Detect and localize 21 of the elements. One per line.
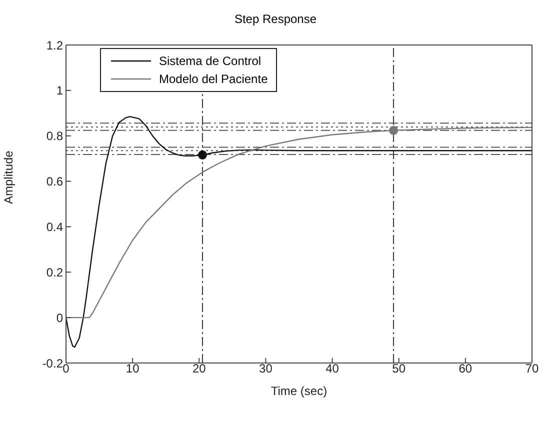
legend-label: Modelo del Paciente	[159, 72, 268, 86]
x-tick-label: 30	[259, 362, 273, 376]
line-series	[66, 116, 532, 348]
x-tick-label: 50	[392, 362, 406, 376]
y-tick-label: 1	[56, 84, 64, 98]
x-axis-title: Time (sec)	[270, 384, 328, 398]
y-tick-label: 0	[56, 310, 64, 325]
y-tick-label: 0.4	[46, 220, 64, 234]
y-axis-title: Amplitude	[1, 150, 16, 204]
y-tick-label: 0.8	[46, 129, 64, 144]
y-tick-label: 0.6	[46, 174, 64, 189]
x-tick-label: 70	[525, 362, 539, 376]
x-tick-label: 60	[458, 362, 472, 376]
legend-label: Sistema de Control	[159, 54, 262, 68]
y-tick-label: 1.2	[46, 38, 64, 52]
x-tick-label: 40	[326, 362, 340, 376]
y-tick-label: -0.2	[42, 356, 64, 370]
chart-title: Step Response	[233, 12, 318, 26]
y-tick-label: 0.2	[46, 265, 64, 280]
x-tick-label: 10	[126, 362, 140, 376]
x-tick-label: 20	[192, 362, 206, 376]
